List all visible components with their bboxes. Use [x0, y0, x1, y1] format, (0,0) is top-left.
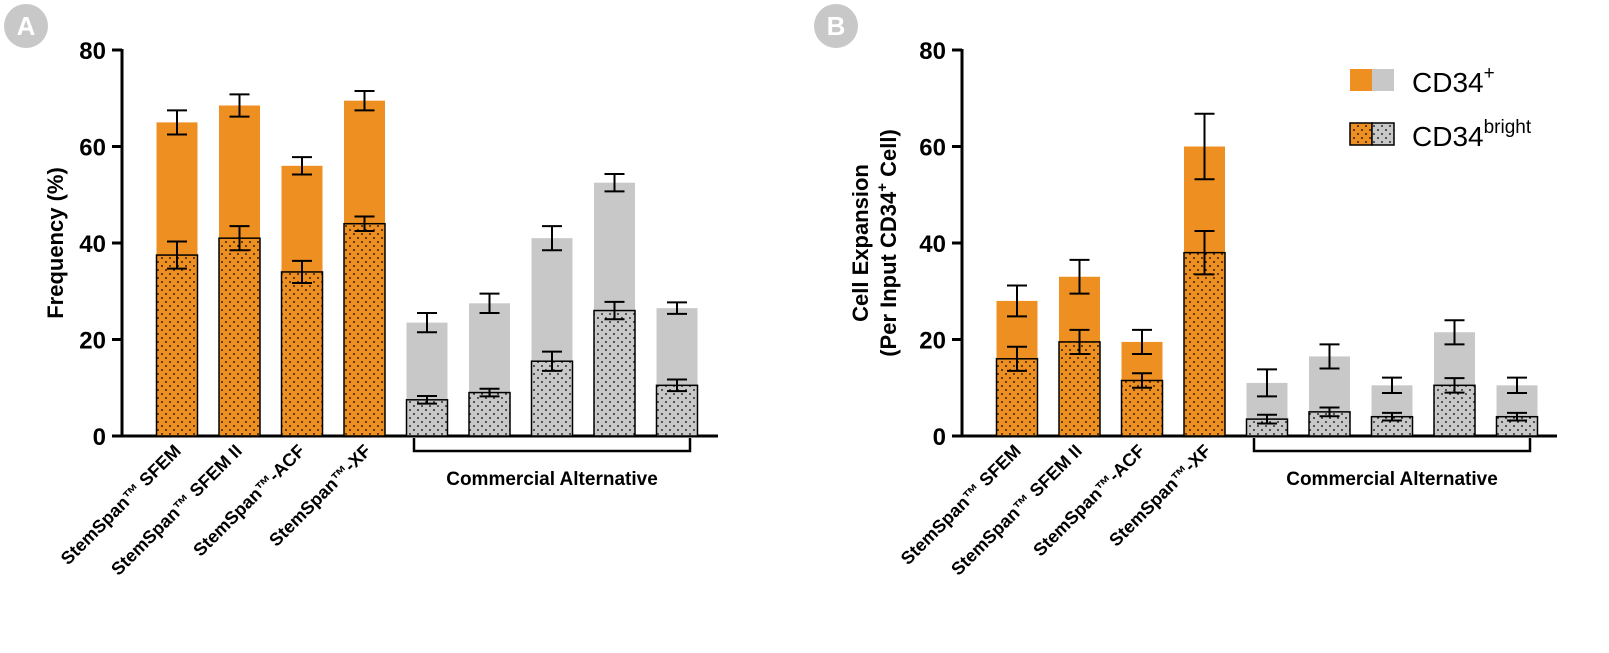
- legend-item-cd34-bright: CD34bright: [1349, 117, 1532, 152]
- error-bar: [1382, 411, 1402, 422]
- y-tick-label: 0: [933, 424, 946, 451]
- error-bar: [1194, 229, 1215, 276]
- chart-b-y-label-base: (Per Input CD34: [876, 191, 901, 357]
- group-bracket: [1252, 438, 1532, 453]
- legend-label-cd34-bright: CD34bright: [1412, 117, 1532, 152]
- category-label: StemSpan™ SFEM: [57, 441, 185, 569]
- panel-a-letter: A: [17, 11, 36, 41]
- error-bar: [1194, 112, 1215, 181]
- error-bar: [1382, 376, 1402, 395]
- error-bar: [292, 259, 312, 285]
- bar-cd34-bright: [1058, 341, 1101, 437]
- chart-a-y-axis-label: Frequency (%): [43, 167, 68, 319]
- panel-b-badge: B: [814, 4, 858, 48]
- error-bar: [354, 90, 375, 112]
- error-bar: [1069, 258, 1090, 295]
- error-bar: [1257, 413, 1277, 425]
- error-bar: [542, 350, 562, 372]
- error-bar: [479, 387, 500, 398]
- error-bar: [292, 156, 312, 176]
- error-bar: [354, 215, 375, 232]
- bar-cd34-bright: [1183, 251, 1226, 437]
- y-tick-label: 80: [79, 38, 106, 65]
- bar-cd34-bright: [468, 391, 511, 437]
- bar-cd34-bright: [655, 384, 699, 437]
- category-label: StemSpan™-ACF: [189, 441, 309, 561]
- bar-cd34-bright: [530, 360, 574, 437]
- error-bar: [1319, 406, 1340, 418]
- chart-b-y-axis-label-line1: Cell Expansion: [848, 164, 873, 322]
- bar-cd34-bright: [155, 254, 199, 437]
- chart-b-y-axis-label-line2: (Per Input CD34+ Cell): [874, 129, 901, 357]
- error-bar: [417, 394, 437, 405]
- error-bar: [542, 225, 562, 252]
- legend: CD34+ CD34bright: [1349, 63, 1532, 152]
- bar-cd34-bright: [343, 222, 386, 437]
- error-bar: [167, 240, 187, 270]
- legend-item-cd34-plus: CD34+: [1350, 63, 1495, 98]
- chart-b-y-label-end: Cell): [876, 129, 901, 183]
- chart-a-bars: [155, 90, 699, 437]
- y-tick-label: 60: [79, 135, 106, 162]
- error-bar: [1444, 319, 1465, 346]
- error-bar: [229, 93, 250, 118]
- error-bar: [1069, 328, 1090, 355]
- chart-b-y-label-sup: +: [874, 183, 891, 192]
- error-bar: [229, 225, 250, 252]
- error-bar: [479, 292, 500, 314]
- error-bar: [1007, 284, 1027, 318]
- chart-b-bars: [995, 112, 1539, 437]
- y-tick-label: 60: [919, 135, 946, 162]
- error-bar: [667, 378, 687, 393]
- error-bar: [604, 300, 625, 321]
- error-bar: [1132, 328, 1152, 355]
- legend-swatch-gray-dotted: [1371, 122, 1395, 146]
- y-tick-label: 20: [919, 328, 946, 355]
- error-bar: [1257, 368, 1277, 398]
- bar-cd34-bright: [218, 237, 261, 437]
- legend-label-cd34-plus: CD34+: [1412, 63, 1495, 98]
- category-label: StemSpan™ SFEM: [897, 441, 1025, 569]
- error-bar: [1007, 345, 1027, 372]
- error-bar: [1132, 372, 1152, 389]
- legend-swatch-orange-dotted: [1349, 122, 1373, 146]
- y-tick-label: 20: [79, 328, 106, 355]
- bar-cd34-bright: [405, 399, 449, 437]
- error-bar: [1507, 376, 1527, 395]
- error-bar: [417, 311, 437, 334]
- chart-a-group: Commercial Alternative: [412, 438, 692, 490]
- legend-swatch-gray: [1372, 69, 1394, 91]
- chart-b: Cell Expansion (Per Input CD34+ Cell) 0 2…: [848, 38, 1557, 579]
- chart-b-y-axis-label: Cell Expansion (Per Input CD34+ Cell): [848, 129, 901, 357]
- y-tick-label: 40: [79, 231, 106, 258]
- panel-a-badge: A: [4, 4, 48, 48]
- y-tick-label: 40: [919, 231, 946, 258]
- error-bar: [1507, 411, 1527, 422]
- group-label: Commercial Alternative: [1286, 469, 1498, 490]
- chart-b-group: Commercial Alternative: [1252, 438, 1532, 490]
- y-tick-label: 0: [93, 424, 106, 451]
- error-bar: [604, 173, 625, 193]
- bar-cd34-bright: [280, 271, 324, 437]
- bar-cd34-bright: [1120, 379, 1164, 437]
- error-bar: [667, 301, 687, 315]
- y-tick-label: 80: [919, 38, 946, 65]
- bar-cd34-bright: [1433, 384, 1476, 437]
- error-bar: [1444, 377, 1465, 394]
- chart-a: Frequency (%) 0 20 40 60 80 StemSpan™ SFEMSt…: [43, 38, 718, 579]
- error-bar: [1319, 343, 1340, 370]
- panel-b-letter: B: [827, 11, 846, 41]
- group-bracket: [412, 438, 692, 453]
- error-bar: [167, 109, 187, 136]
- group-label: Commercial Alternative: [446, 469, 658, 490]
- legend-swatch-orange: [1350, 69, 1372, 91]
- bar-cd34-bright: [593, 309, 636, 437]
- category-label: StemSpan™-ACF: [1029, 441, 1149, 561]
